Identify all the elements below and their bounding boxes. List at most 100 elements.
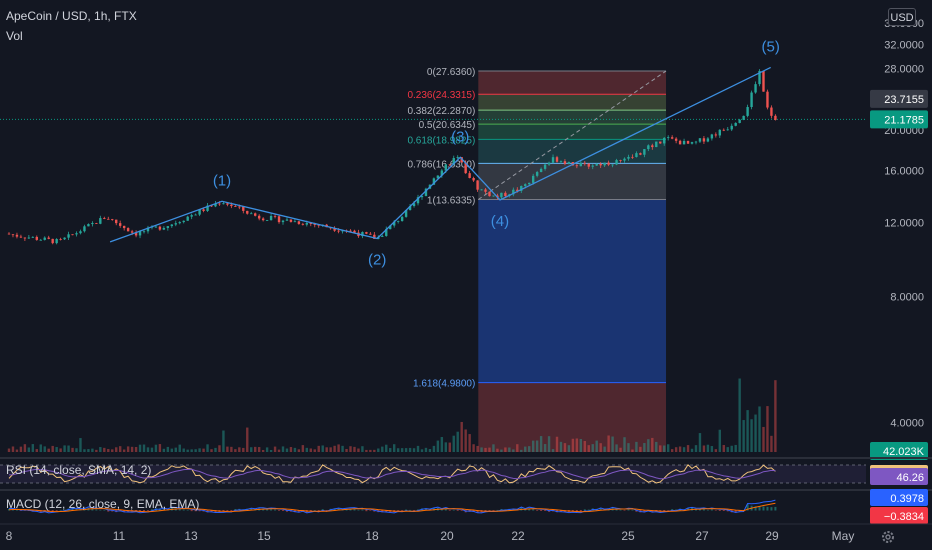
candle-body	[746, 107, 749, 116]
price-tag	[870, 110, 928, 129]
volume-bar	[293, 447, 297, 452]
macd-histogram-bar	[492, 510, 495, 511]
candle-body	[631, 156, 634, 158]
volume-bar	[750, 419, 753, 452]
symbol-title: ApeCoin / USD, 1h, FTX	[6, 9, 137, 23]
candle-body	[770, 107, 773, 116]
macd-histogram-bar	[734, 510, 737, 513]
volume-bar	[261, 449, 265, 452]
volume-bar	[666, 444, 670, 452]
macd-histogram-bar	[528, 508, 531, 511]
candle-body	[472, 177, 475, 181]
candle-body	[353, 230, 356, 233]
volume-bar	[420, 449, 424, 452]
candle-body	[222, 203, 225, 205]
fib-level-label: 0.5(20.6345)	[419, 120, 476, 131]
macd-histogram-bar	[706, 509, 709, 511]
macd-signal-tag	[870, 507, 928, 524]
candle-body	[194, 214, 197, 216]
volume-bar	[337, 444, 340, 452]
macd-histogram-bar	[15, 509, 18, 511]
volume-bar	[39, 444, 42, 452]
volume-bar	[496, 448, 499, 452]
volume-bar	[595, 440, 598, 452]
macd-signal-line	[8, 502, 776, 513]
volume-bar	[103, 447, 106, 452]
volume-bar	[587, 445, 590, 452]
macd-histogram-bar	[496, 509, 499, 511]
macd-histogram-bar	[361, 509, 364, 511]
rsi-line	[8, 464, 776, 484]
currency-button[interactable]: USD	[888, 8, 916, 26]
volume-bar	[722, 445, 725, 452]
candle-body	[587, 163, 590, 167]
candle-body	[35, 236, 38, 240]
macd-histogram-bar	[190, 510, 193, 512]
macd-histogram-bar	[278, 510, 281, 511]
volume-bar	[754, 414, 757, 452]
macd-histogram-bar	[667, 510, 670, 511]
candle-body	[79, 231, 82, 234]
gear-icon[interactable]	[880, 529, 896, 545]
macd-histogram-bar	[544, 510, 547, 511]
rsi-sma-value: 46.26	[896, 472, 924, 484]
candle-body	[87, 224, 90, 227]
volume-bar	[698, 433, 702, 452]
candle-body	[202, 209, 205, 211]
candle-body	[655, 141, 658, 148]
candle-body	[543, 164, 547, 169]
volume-bar	[317, 445, 320, 452]
price-tag-value: 42.023K	[883, 446, 925, 458]
volume-bar	[619, 447, 622, 452]
volume-bar	[150, 447, 154, 452]
macd-line	[8, 499, 776, 514]
volume-bar	[166, 446, 170, 452]
candle-body	[452, 158, 455, 165]
volume-bar	[35, 449, 38, 452]
candle-body	[190, 215, 193, 217]
candle-body	[369, 233, 372, 235]
volume-bar	[512, 449, 515, 452]
macd-histogram-bar	[536, 510, 539, 511]
candle-body	[103, 218, 106, 219]
macd-histogram-bar	[532, 509, 535, 511]
volume-bar	[361, 446, 364, 452]
candle-body	[349, 230, 352, 232]
candle-body	[7, 233, 11, 235]
volume-bar	[412, 448, 416, 452]
candle-body	[250, 213, 253, 215]
candle-body	[528, 182, 531, 185]
volume-bar	[762, 426, 765, 452]
macd-value: 0.3978	[890, 493, 924, 505]
candle-body	[647, 145, 650, 150]
macd-histogram-bar	[452, 509, 455, 511]
candle-body	[611, 164, 614, 166]
volume-bar	[659, 445, 662, 452]
candle-body	[559, 161, 563, 163]
volume-bar	[472, 444, 475, 452]
macd-histogram-bar	[488, 510, 491, 511]
candle-body	[766, 91, 769, 108]
candle-body	[512, 189, 515, 195]
volume-bar	[623, 437, 626, 452]
macd-histogram-bar	[571, 510, 574, 512]
volume-bar	[535, 440, 539, 452]
volume-bar	[416, 445, 420, 452]
price-tag-value: 23.7155	[884, 94, 924, 106]
candle-body	[547, 162, 551, 165]
volume-bar	[305, 447, 309, 452]
macd-value-tag	[870, 489, 928, 506]
volume-bar	[162, 448, 166, 452]
candle-body	[51, 238, 54, 244]
volume-bar	[47, 448, 50, 452]
candle-body	[651, 145, 654, 148]
price-axis-tick: 32.0000	[884, 39, 924, 51]
macd-histogram-bar	[599, 507, 602, 511]
volume-bar	[186, 449, 189, 452]
volume-bar	[43, 446, 46, 452]
macd-histogram-bar	[687, 507, 690, 511]
candle-body	[269, 215, 273, 221]
volume-bar	[301, 445, 305, 452]
volume-bar	[579, 438, 583, 452]
